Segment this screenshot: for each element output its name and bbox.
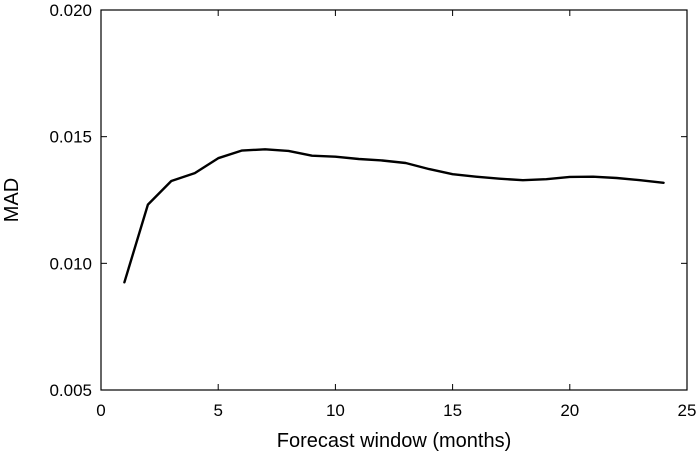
x-tick-label: 15: [443, 401, 462, 420]
x-tick-label: 5: [213, 401, 222, 420]
x-tick-label: 0: [96, 401, 105, 420]
plot-area-frame: [100, 9, 688, 391]
tick-labels: 0 5 10 15 20 25 0.005 0.010 0.015 0.020: [49, 1, 696, 420]
x-tick-label: 25: [678, 401, 697, 420]
x-tick-label: 20: [560, 401, 579, 420]
series-line: [123, 148, 665, 284]
y-tick-label: 0.010: [49, 254, 92, 273]
x-tick-label: 10: [326, 401, 345, 420]
x-axis-label: Forecast window (months): [277, 430, 512, 452]
axis-ticks: [100, 9, 688, 391]
series-layer: [123, 148, 665, 284]
y-tick-label: 0.020: [49, 1, 92, 20]
y-tick-label: 0.015: [49, 128, 92, 147]
y-tick-label: 0.005: [49, 381, 92, 400]
y-axis-label: MAD: [1, 178, 23, 222]
